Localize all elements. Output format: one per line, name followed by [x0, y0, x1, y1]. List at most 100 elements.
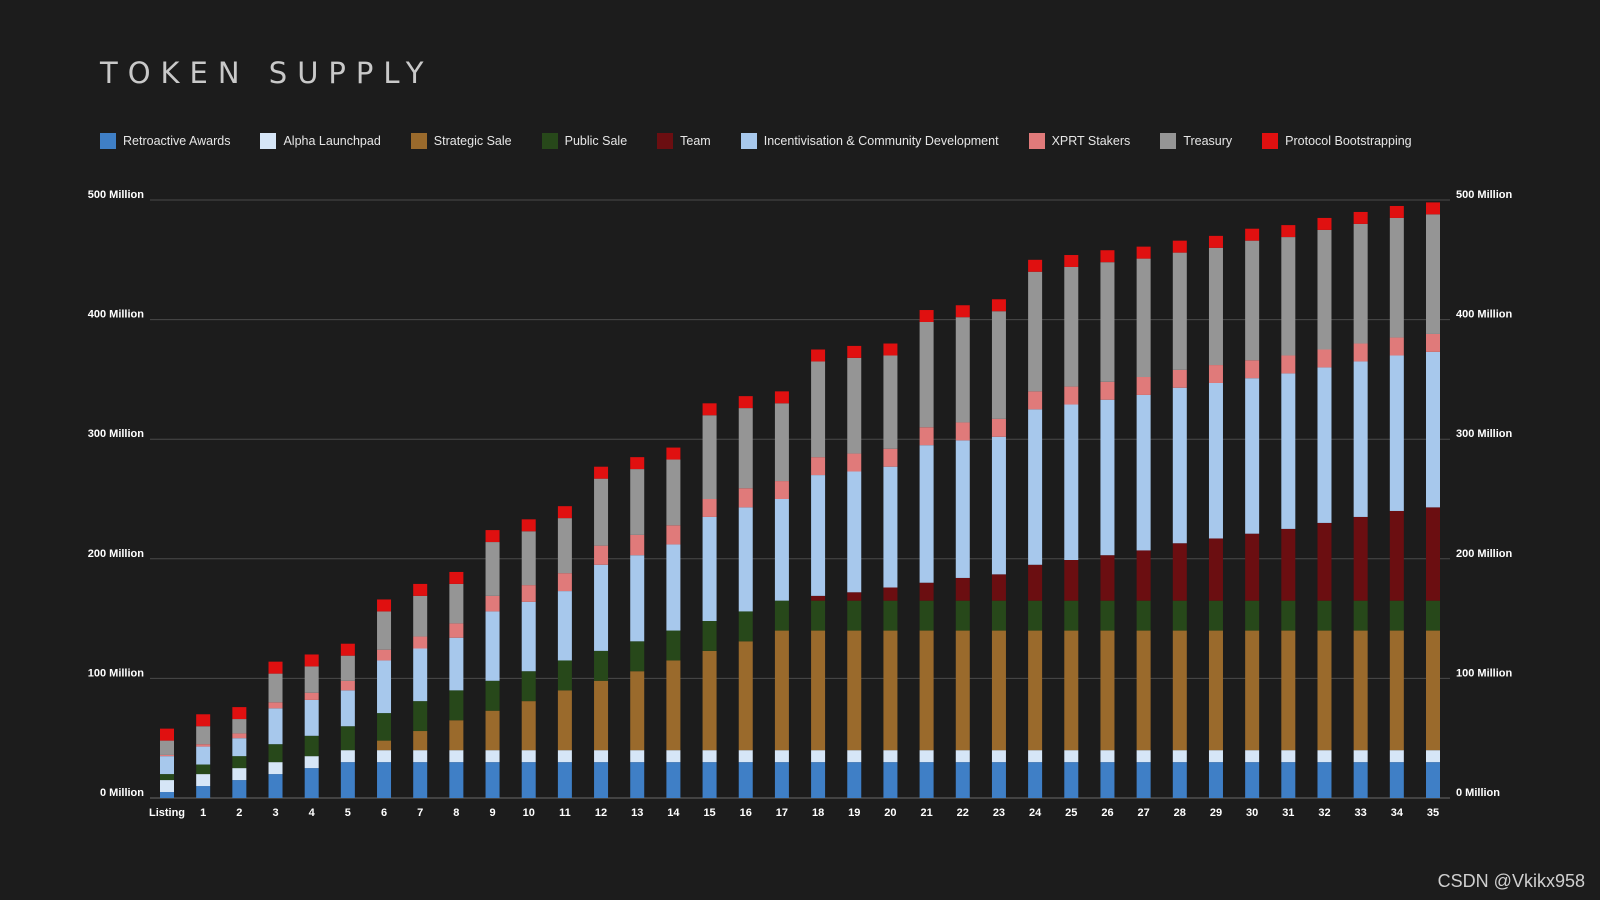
legend-item-strategic-sale[interactable]: Strategic Sale: [410, 133, 512, 149]
legend-label: Alpha Launchpad: [283, 134, 381, 148]
bar-segment: [1028, 564, 1043, 601]
bar-segment: [413, 648, 428, 702]
bar-segment: [811, 361, 826, 458]
bar-segment: [883, 355, 898, 449]
bar-segment: [1136, 246, 1151, 259]
bar-segment: [991, 630, 1006, 751]
legend-item-incentivisation[interactable]: Incentivisation & Community Development: [740, 133, 999, 149]
bar-segment: [1245, 360, 1260, 379]
bar-segment: [340, 643, 355, 656]
bar-segment: [1245, 630, 1260, 751]
bar-segment: [485, 710, 500, 751]
bar-segment: [1317, 217, 1332, 230]
bar-segment: [774, 750, 789, 763]
bar-segment: [449, 623, 464, 638]
bar-segment: [268, 708, 283, 745]
bar-segment: [594, 545, 609, 565]
bar-segment: [485, 542, 500, 596]
y-tick-label-right: 300 Million: [1456, 428, 1513, 440]
legend-swatch: [740, 133, 757, 149]
bar-segment: [1172, 387, 1187, 544]
bar-segment: [1028, 259, 1043, 272]
bar-segment: [1317, 750, 1332, 763]
bar-segment: [666, 544, 681, 631]
bar-segment: [1426, 750, 1440, 763]
bar-segment: [413, 750, 428, 763]
bar-segment: [1136, 394, 1151, 551]
bar-segment: [666, 447, 681, 460]
bar-segment: [1353, 343, 1368, 362]
x-tick-label: 25: [1065, 807, 1077, 819]
x-tick-label: 30: [1246, 807, 1258, 819]
legend-swatch: [1160, 133, 1177, 149]
bar-segment: [1028, 762, 1043, 798]
legend-label: Public Sale: [564, 134, 628, 148]
bar-segment: [1064, 404, 1079, 560]
bar-segment: [1281, 355, 1296, 374]
legend-item-xprt-stakers[interactable]: XPRT Stakers: [1028, 133, 1130, 149]
bar-segment: [557, 750, 572, 763]
bar-segment: [1064, 559, 1079, 601]
bar-segment: [232, 738, 247, 757]
bar-segment: [1317, 630, 1332, 751]
bar-segment: [521, 531, 536, 586]
bar-segment: [557, 573, 572, 592]
bar-segment: [268, 702, 283, 709]
bar-segment: [919, 582, 934, 601]
bar-segment: [847, 750, 862, 763]
x-tick-label: 17: [776, 807, 788, 819]
legend-swatch: [1262, 133, 1279, 149]
bar-segment: [594, 750, 609, 763]
x-tick-label: 8: [453, 807, 459, 819]
bar-segment: [883, 750, 898, 763]
bar-segment: [340, 726, 355, 751]
legend-item-team[interactable]: Team: [657, 133, 711, 149]
bar-segment: [1064, 762, 1079, 798]
bar-segment: [521, 585, 536, 602]
bar-segment: [1426, 507, 1440, 601]
bar-segment: [1353, 600, 1368, 631]
bar-segment: [196, 764, 211, 775]
bar-segment: [738, 750, 753, 763]
bar-segment: [738, 641, 753, 751]
bar-segment: [1353, 762, 1368, 798]
bar-segment: [919, 310, 934, 322]
x-tick-label: 31: [1282, 807, 1294, 819]
bar-segment: [1245, 533, 1260, 601]
y-tick-label: 200 Million: [88, 548, 145, 560]
bar-segment: [1136, 750, 1151, 763]
x-tick-label: 5: [345, 807, 351, 819]
bar-segment: [160, 792, 174, 798]
bar-segment: [1389, 355, 1404, 511]
bar-segment: [1389, 217, 1404, 338]
bar-segment: [919, 750, 934, 763]
bar-segment: [449, 762, 464, 798]
bar-segment: [883, 343, 898, 356]
bar-segment: [630, 671, 645, 751]
bar-segment: [702, 403, 717, 416]
bar-segment: [304, 768, 319, 798]
bar-segment: [1389, 205, 1404, 218]
bar-segment: [811, 457, 826, 476]
bar-segment: [774, 630, 789, 751]
bar-segment: [196, 774, 211, 787]
bar-segment: [304, 735, 319, 757]
bar-segment: [702, 516, 717, 621]
bar-segment: [232, 707, 247, 720]
legend-item-treasury[interactable]: Treasury: [1160, 133, 1232, 149]
y-tick-label: 500 Million: [88, 189, 145, 201]
bar-segment: [1281, 373, 1296, 529]
bar-segment: [377, 611, 392, 650]
bar-segment: [449, 583, 464, 624]
legend-item-retroactive-awards[interactable]: Retroactive Awards: [100, 133, 230, 149]
legend-item-public-sale[interactable]: Public Sale: [541, 133, 628, 149]
bar-segment: [377, 740, 392, 751]
legend-swatch: [1028, 133, 1045, 149]
x-tick-label: 15: [703, 807, 715, 819]
legend-item-protocol-bootstrapping[interactable]: Protocol Bootstrapping: [1262, 133, 1412, 149]
bar-segment: [1281, 528, 1296, 601]
bar-segment: [521, 701, 536, 751]
bar-segment: [232, 733, 247, 739]
bar-segment: [811, 475, 826, 596]
legend-item-alpha-launchpad[interactable]: Alpha Launchpad: [260, 133, 381, 149]
